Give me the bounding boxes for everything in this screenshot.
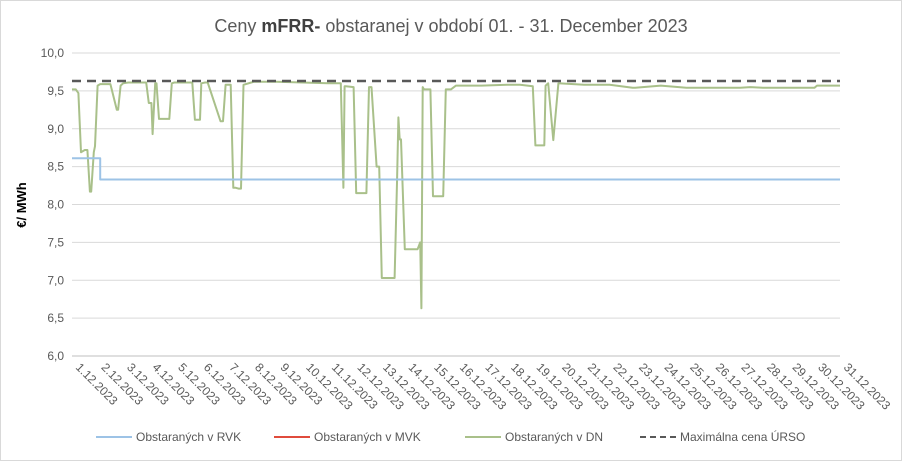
y-tick-label: 7,0 — [47, 273, 64, 287]
legend-item: Obstaraných v RVK — [96, 430, 241, 444]
grid-layer — [72, 52, 840, 357]
legend-item: Obstaraných v DN — [465, 430, 603, 444]
y-tick-label: 7,5 — [47, 235, 64, 249]
legend-label: Obstaraných v RVK — [136, 430, 242, 444]
x-tick-labels: 1.12.20232.12.20233.12.20234.12.20235.12… — [73, 360, 894, 413]
y-tick-label: 6,5 — [47, 311, 64, 325]
chart-title-bold: mFRR- — [261, 16, 321, 36]
legend-label: Obstaraných v DN — [505, 430, 604, 444]
legend-item: Maximálna cena ÚRSO — [640, 430, 805, 444]
legend-swatch — [274, 436, 310, 438]
series-layer — [72, 79, 840, 310]
series-line-1 — [72, 157, 840, 181]
series-line-3 — [72, 80, 840, 310]
y-tick-label: 8,5 — [47, 160, 64, 174]
chart-title-suffix: obstaranej v období 01. - 31. December 2… — [320, 16, 688, 36]
y-tick-label: 9,5 — [47, 84, 64, 98]
y-tick-label: 6,0 — [47, 349, 64, 363]
legend-swatch — [96, 436, 132, 438]
legend-swatch — [640, 436, 676, 438]
chart-title: Ceny mFRR- obstaranej v období 01. - 31.… — [0, 16, 902, 37]
chart-title-prefix: Ceny — [214, 16, 262, 36]
legend-label: Obstaraných v MVK — [314, 430, 421, 444]
legend-swatch — [465, 436, 501, 438]
y-tick-label: 9,0 — [47, 122, 64, 136]
legend: Obstaraných v RVK Obstaraných v MVK Obstar… — [0, 430, 902, 448]
y-tick-label: 8,0 — [47, 198, 64, 212]
y-tick-labels: 6,0 6,5 7,0 7,5 8,0 8,5 9,0 9,5 10,0 — [41, 46, 65, 363]
y-tick-label: 10,0 — [41, 46, 65, 60]
y-axis-label: €/ MWh — [14, 182, 29, 228]
legend-item: Obstaraných v MVK — [274, 430, 421, 444]
legend-label: Maximálna cena ÚRSO — [680, 430, 806, 444]
